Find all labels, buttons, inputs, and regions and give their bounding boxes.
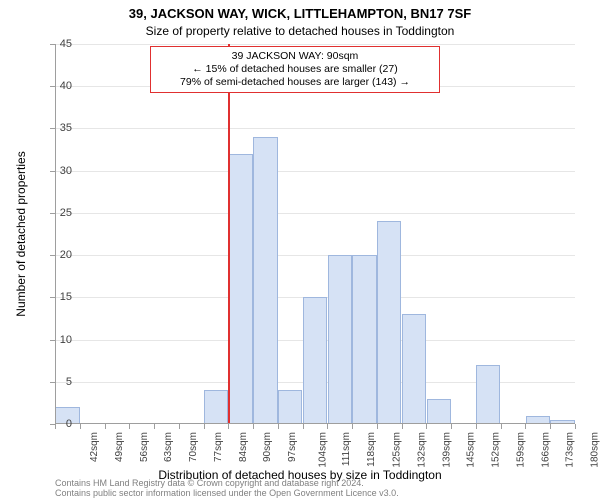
grid-line	[55, 128, 575, 129]
x-tick-label: 180sqm	[590, 432, 600, 468]
chart-subtitle: Size of property relative to detached ho…	[0, 24, 600, 38]
x-tick-label: 132sqm	[416, 432, 427, 468]
histogram-bar	[253, 137, 277, 424]
x-tick-label: 173sqm	[565, 432, 576, 468]
grid-line	[55, 213, 575, 214]
y-tick-label: 45	[32, 38, 72, 50]
grid-line	[55, 44, 575, 45]
y-tick-label: 20	[32, 249, 72, 261]
footer-line-1: Contains HM Land Registry data © Crown c…	[55, 478, 399, 488]
histogram-bar	[427, 399, 451, 424]
annotation-box: 39 JACKSON WAY: 90sqm← 15% of detached h…	[150, 46, 440, 93]
x-tick-label: 77sqm	[213, 432, 224, 462]
histogram-bar	[278, 390, 302, 424]
x-tick-label: 111sqm	[341, 432, 352, 466]
x-tick-label: 159sqm	[516, 432, 527, 468]
histogram-bar	[476, 365, 500, 424]
histogram-bar	[328, 255, 352, 424]
x-tick-label: 118sqm	[366, 432, 377, 467]
chart-title-address: 39, JACKSON WAY, WICK, LITTLEHAMPTON, BN…	[0, 6, 600, 21]
y-tick-label: 35	[32, 122, 72, 134]
y-tick-label: 25	[32, 207, 72, 219]
chart-footer: Contains HM Land Registry data © Crown c…	[55, 478, 399, 498]
histogram-bar	[402, 314, 426, 424]
y-axis-label: Number of detached properties	[14, 151, 28, 316]
plot-area	[55, 44, 575, 424]
y-tick-label: 15	[32, 291, 72, 303]
y-tick-label: 10	[32, 334, 72, 346]
y-tick-label: 5	[32, 376, 72, 388]
histogram-bar	[377, 221, 401, 424]
property-size-chart: 39, JACKSON WAY, WICK, LITTLEHAMPTON, BN…	[0, 0, 600, 500]
x-tick-label: 125sqm	[392, 432, 403, 468]
y-tick-label: 30	[32, 165, 72, 177]
grid-line	[55, 255, 575, 256]
x-tick-label: 42sqm	[89, 432, 100, 462]
x-tick-label: 104sqm	[317, 432, 328, 468]
y-tick-label: 40	[32, 80, 72, 92]
x-tick-label: 84sqm	[238, 432, 249, 462]
x-axis-line	[55, 423, 575, 424]
x-tick-label: 49sqm	[114, 432, 125, 462]
x-tick-label: 70sqm	[188, 432, 199, 462]
y-tick-label: 0	[32, 418, 72, 430]
grid-line	[55, 171, 575, 172]
histogram-bar	[229, 154, 253, 424]
x-tick-label: 97sqm	[287, 432, 298, 462]
annotation-line: ← 15% of detached houses are smaller (27…	[157, 63, 433, 76]
x-tick-label: 152sqm	[491, 432, 502, 468]
histogram-bar	[352, 255, 376, 424]
histogram-bar	[303, 297, 327, 424]
annotation-line: 39 JACKSON WAY: 90sqm	[157, 50, 433, 63]
x-tick-label: 56sqm	[139, 432, 150, 462]
x-tick-label: 63sqm	[163, 432, 174, 462]
x-tick-label: 139sqm	[441, 432, 452, 468]
annotation-line: 79% of semi-detached houses are larger (…	[157, 76, 433, 89]
x-tick-label: 90sqm	[262, 432, 273, 462]
y-axis-line	[55, 44, 56, 424]
marker-line	[228, 44, 230, 424]
x-tick-label: 166sqm	[540, 432, 551, 468]
histogram-bar	[204, 390, 228, 424]
footer-line-2: Contains public sector information licen…	[55, 488, 399, 498]
x-tick-label: 145sqm	[466, 432, 477, 468]
